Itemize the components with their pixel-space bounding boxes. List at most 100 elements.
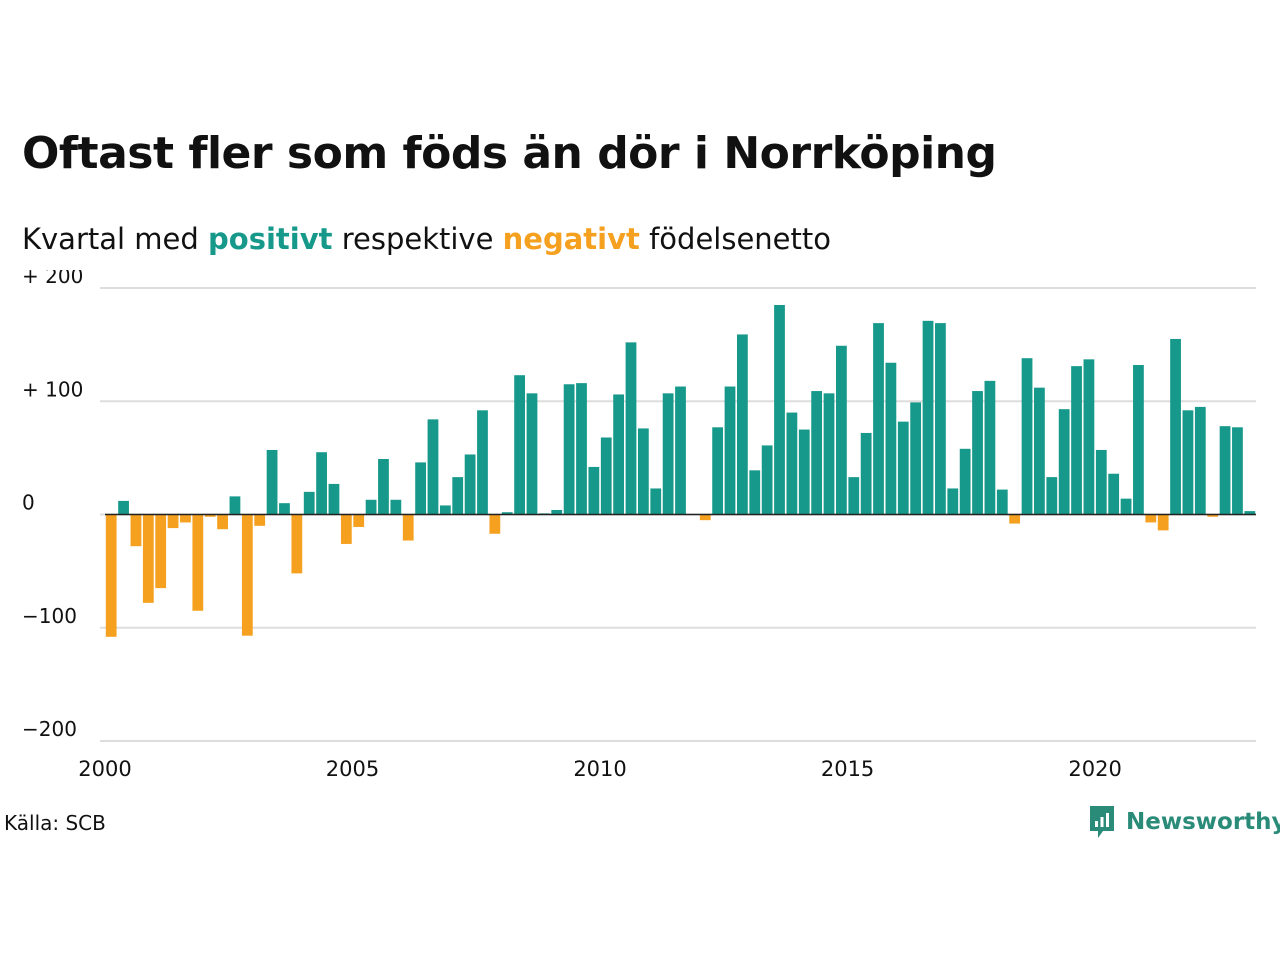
bar	[514, 375, 525, 515]
bar	[142, 514, 154, 603]
bar	[1244, 511, 1256, 515]
bar	[1207, 514, 1219, 517]
bar	[724, 386, 736, 515]
bar	[625, 342, 637, 515]
chart-subtitle: Kvartal med positivt respektive negativt…	[22, 222, 831, 256]
bar	[328, 483, 340, 515]
bar	[402, 514, 414, 541]
bar	[1145, 514, 1157, 523]
source-note: Källa: SCB	[4, 811, 106, 835]
bar	[897, 421, 909, 515]
bar	[984, 380, 996, 515]
y-tick-label: −200	[22, 717, 77, 741]
y-tick-label: 0	[22, 491, 35, 515]
bar	[1058, 409, 1070, 515]
bar	[1133, 365, 1144, 515]
bar	[563, 384, 575, 515]
bar	[736, 334, 748, 515]
bar	[303, 491, 315, 515]
bar	[848, 477, 860, 515]
bar	[996, 489, 1008, 515]
bar	[1071, 366, 1082, 515]
bar	[662, 393, 674, 515]
bar	[811, 391, 823, 515]
bar	[526, 393, 538, 515]
bar	[155, 514, 167, 589]
bar	[823, 393, 835, 515]
y-tick-label: + 200	[22, 270, 83, 288]
bar	[650, 488, 662, 515]
x-tick-label: 2015	[821, 757, 874, 781]
subtitle-text-before: Kvartal med	[22, 222, 199, 256]
bar	[365, 499, 377, 515]
newsworthy-logo-icon	[1090, 806, 1114, 838]
bar	[947, 488, 959, 515]
bar	[1009, 514, 1021, 524]
bar	[378, 459, 389, 515]
bar	[180, 514, 191, 523]
bar	[885, 362, 897, 515]
bar	[860, 432, 872, 515]
bar	[935, 323, 946, 515]
bar	[415, 462, 426, 515]
bar	[873, 323, 884, 515]
bar	[972, 391, 983, 515]
bar	[427, 419, 439, 515]
bar	[229, 496, 241, 515]
bar	[1232, 427, 1243, 515]
x-tick-label: 2020	[1068, 757, 1121, 781]
bar	[477, 410, 488, 515]
bar	[390, 499, 402, 515]
bar	[489, 514, 501, 534]
x-tick-label: 2000	[78, 757, 131, 781]
bar	[1170, 338, 1181, 515]
bar	[1034, 387, 1045, 515]
bar	[761, 445, 773, 515]
bar	[712, 427, 724, 515]
x-axis-tick-labels: 2000 2005 2010 2015 2020	[78, 757, 1122, 781]
bar	[576, 383, 587, 515]
bar	[291, 514, 303, 574]
bar	[749, 470, 761, 515]
bar	[130, 514, 142, 547]
bar	[551, 509, 563, 515]
bar	[105, 514, 117, 637]
bar	[786, 412, 798, 515]
bar	[1194, 406, 1206, 515]
bar	[452, 477, 464, 515]
bar	[464, 454, 476, 515]
bar	[266, 449, 278, 515]
brand-name: Newsworthy	[1126, 809, 1280, 835]
bar	[613, 394, 625, 515]
bar-chart: + 200 + 100 0 −100 −200 2000 2005 2010 2015 2020	[22, 270, 1256, 781]
bar	[798, 429, 810, 515]
y-tick-label: + 100	[22, 377, 83, 401]
bar	[1108, 473, 1120, 515]
bar	[637, 428, 649, 515]
bar	[1182, 410, 1194, 515]
bar	[118, 500, 129, 515]
chart-title: Oftast fler som föds än dör i Norrköping	[22, 128, 997, 179]
bar	[1083, 359, 1095, 515]
bar	[340, 514, 352, 544]
bar	[1219, 426, 1231, 515]
bar	[353, 514, 365, 527]
bar	[1120, 498, 1132, 515]
bar	[254, 514, 266, 526]
bar	[836, 345, 847, 515]
bar	[241, 514, 253, 636]
bar	[192, 514, 204, 611]
bar	[910, 402, 922, 515]
bar	[167, 514, 179, 529]
bar	[959, 448, 971, 515]
bar	[675, 386, 686, 515]
subtitle-text-after: födelsenetto	[649, 222, 831, 256]
bar	[439, 505, 451, 515]
bar	[1095, 449, 1107, 515]
bar	[204, 514, 216, 517]
bar	[501, 512, 513, 515]
x-tick-label: 2005	[326, 757, 379, 781]
newsworthy-brand: Newsworthy	[1088, 804, 1280, 840]
subtitle-negative-word: negativt	[502, 222, 640, 256]
bar	[217, 514, 228, 530]
